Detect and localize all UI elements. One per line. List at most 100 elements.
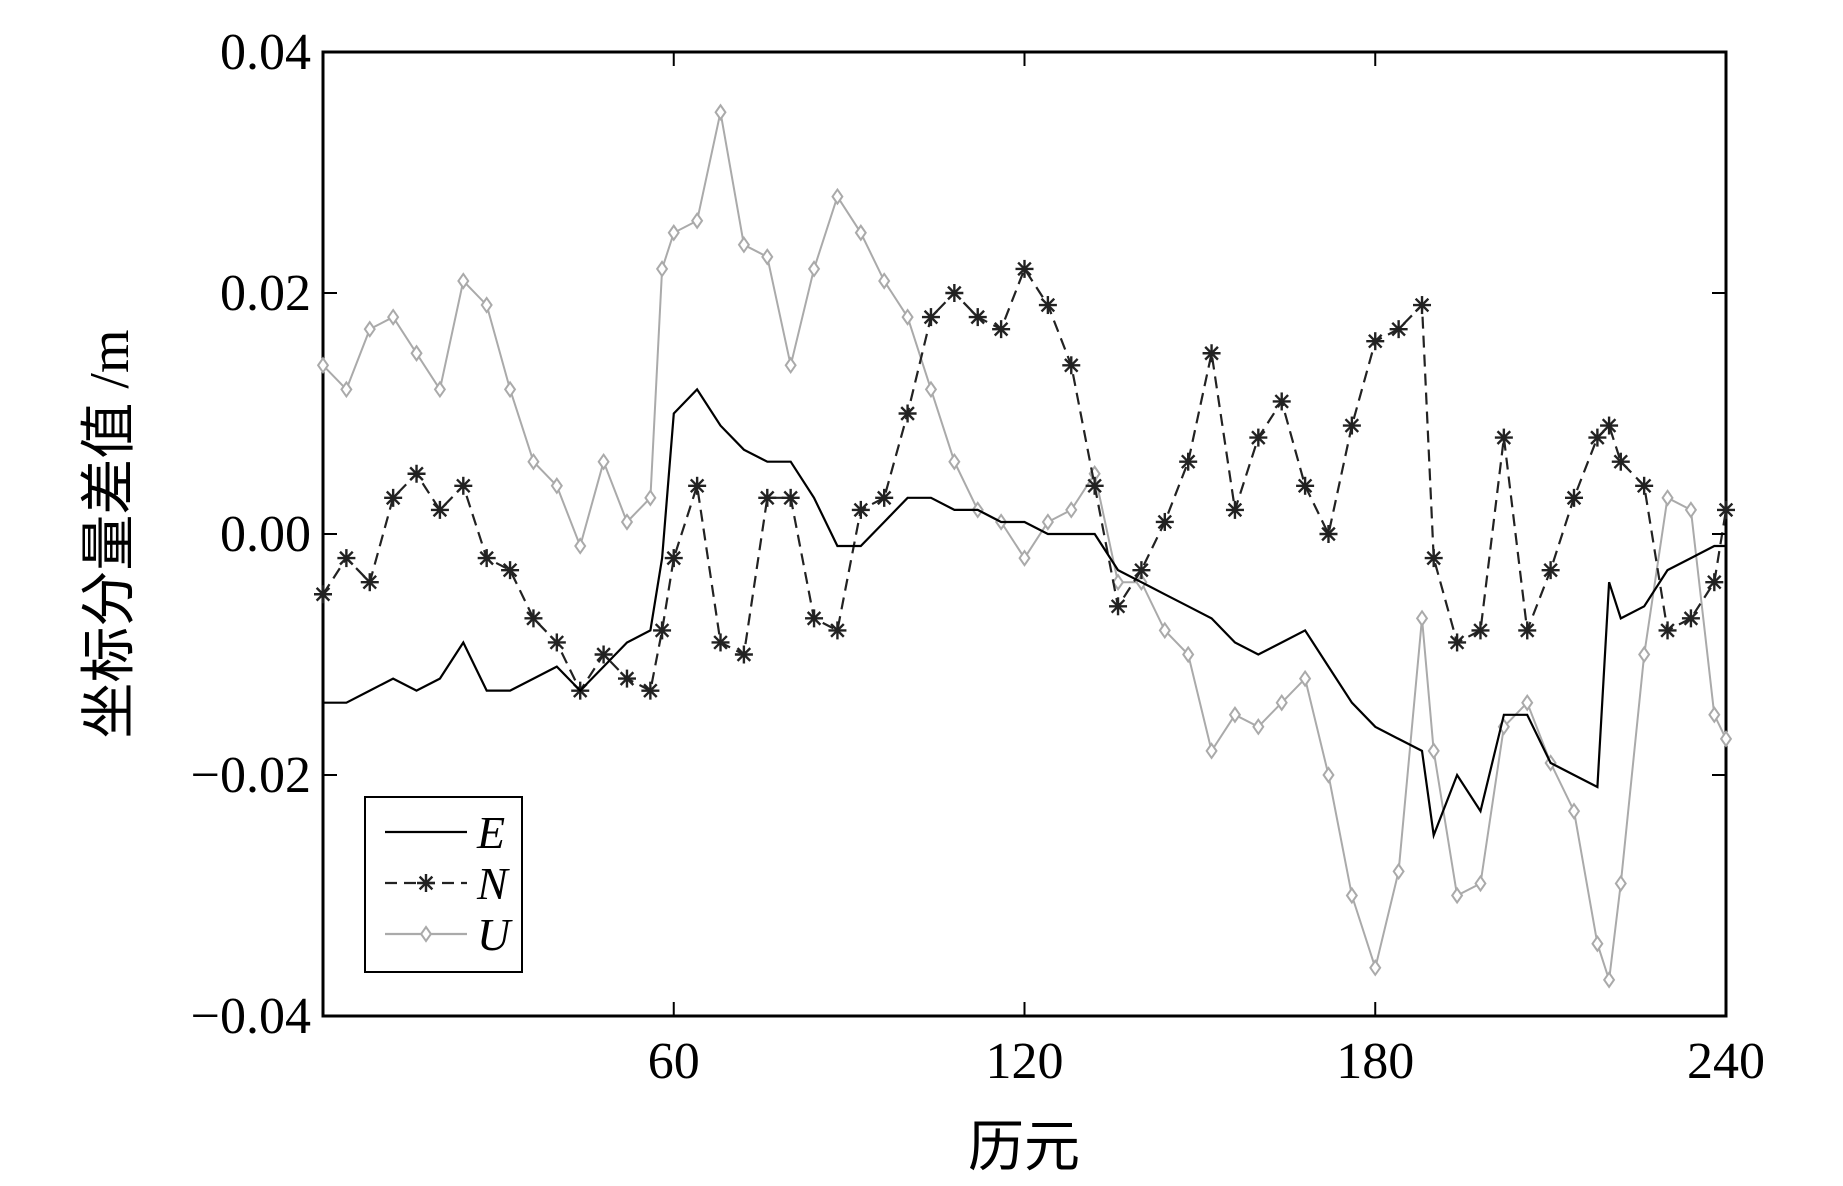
y-tick-label: 0.02 [220,265,311,322]
legend-label: U [477,909,513,960]
x-axis-label: 历元 [968,1117,1080,1179]
point-U [1661,489,1674,507]
y-tick-label: 0.04 [220,24,311,81]
point-U [340,380,353,399]
point-N [454,476,473,495]
point-U [1708,706,1721,724]
legend-item-E: E [385,807,505,858]
point-N [1389,320,1408,339]
point-U [503,380,517,399]
point-U [480,296,493,314]
point-N [594,645,613,664]
point-U [1719,730,1733,748]
point-U [1450,886,1464,905]
point-N [477,549,496,568]
point-N [711,633,730,652]
point-N [337,549,356,568]
point-N [1062,356,1081,375]
point-U [597,452,610,471]
point-N [1494,428,1513,447]
point-U [1111,573,1125,591]
point-N [1424,549,1443,568]
series-E [323,387,1726,840]
point-U [1427,742,1440,760]
point-N [688,476,707,495]
point-U [1602,971,1616,989]
series-N [314,259,1735,700]
point-N [1705,573,1724,592]
legend-item-U: U [385,909,513,960]
point-U [457,272,470,290]
y-tick-label: −0.02 [191,747,311,804]
point-U [1275,693,1288,712]
point-N [781,488,800,507]
x-tick-label: 240 [1687,1033,1765,1090]
y-tick-label: −0.04 [191,988,311,1045]
point-N [1635,476,1654,495]
point-U [1684,501,1698,519]
point-N [1296,476,1315,495]
point-U [1018,549,1031,567]
point-N [1518,621,1537,640]
point-N [945,284,964,302]
point-U [1158,621,1171,640]
point-U [433,380,447,399]
point-U [737,236,751,254]
point-U [644,489,657,507]
legend-box [364,796,523,973]
point-N [734,645,753,664]
point-U [1474,874,1487,893]
legend-marker [419,925,433,943]
point-N [641,681,660,700]
point-N [1717,500,1735,519]
point-U [316,356,330,375]
point-U [948,452,961,471]
point-U [807,260,821,278]
series-line-U [322,111,1727,981]
point-U [620,513,634,531]
point-N [992,320,1011,339]
series-line-N [322,266,1728,693]
legend-label: N [476,858,510,909]
point-U [387,308,400,326]
ticks-layer: 60 120 180 240 0.04 0.02 0.00 −0.02 −0.04 [191,24,1765,1090]
point-U [655,260,669,278]
point-U [550,477,563,495]
point-U [363,320,376,338]
point-N [828,621,847,640]
point-U [1591,934,1604,953]
point-U [878,272,891,290]
point-N [1588,428,1607,447]
point-U [1182,645,1195,664]
point-U [1205,742,1218,760]
point-U [667,224,680,242]
point-N [1179,452,1198,471]
point-U [1415,609,1429,628]
point-N [1249,428,1268,447]
point-N [664,549,683,568]
point-U [1252,718,1265,736]
point-U [854,224,867,242]
series-line-E [323,387,1726,840]
point-U [1041,513,1055,531]
point-N [758,488,777,507]
point-N [384,488,403,507]
point-N [805,609,824,628]
point-N [1085,476,1104,495]
point-N [547,633,566,652]
point-N [1155,512,1174,531]
point-N [1342,416,1361,435]
point-N [501,561,520,580]
point-N [360,573,379,592]
legend-items: ENU [385,807,513,960]
point-U [1521,693,1534,712]
point-U [691,211,704,230]
point-N [1202,344,1221,363]
point-U [1228,706,1242,724]
point-U [1298,669,1312,688]
point-N [1611,452,1630,471]
point-N [407,464,426,483]
point-N [968,308,987,327]
